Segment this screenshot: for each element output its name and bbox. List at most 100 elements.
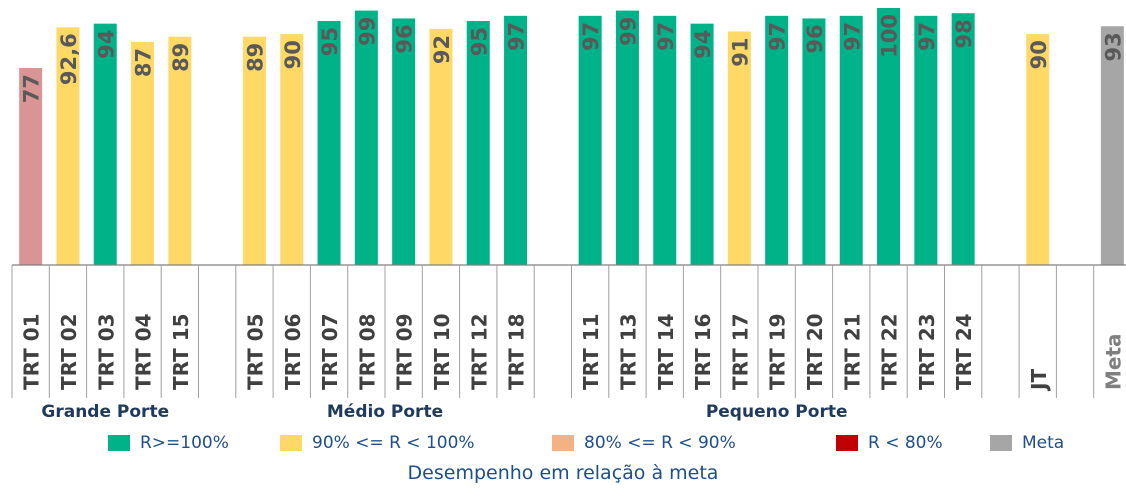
category-label-trt-04: TRT 04: [132, 313, 156, 390]
legend-label: Meta: [1022, 433, 1065, 453]
legend-item-meta: Meta: [990, 433, 1064, 453]
bar-trt-16: [690, 23, 714, 265]
bar-trt-02: [56, 27, 80, 265]
bar-trt-13: [615, 10, 639, 265]
value-label-trt-20: 96: [803, 24, 827, 53]
bar-trt-14: [653, 15, 677, 266]
legend: R>=100% 90% <= R < 100% 80% <= R < 90% R < …: [0, 433, 1126, 457]
value-label-trt-09: 96: [393, 24, 417, 53]
bar-trt-03: [93, 23, 117, 265]
value-label-trt-17: 91: [728, 37, 752, 66]
bar-trt-10: [429, 28, 453, 265]
category-label-trt-17: TRT 17: [728, 313, 752, 390]
bar-trt-23: [914, 15, 938, 266]
bar-trt-12: [466, 21, 490, 266]
value-label-trt-05: 89: [243, 43, 267, 72]
category-label-trt-01: TRT 01: [20, 313, 44, 390]
value-label-trt-19: 97: [766, 22, 790, 51]
bar-trt-15: [168, 36, 192, 266]
legend-label: R < 80%: [868, 433, 943, 453]
category-label-trt-10: TRT 10: [430, 313, 454, 390]
legend-item-r90: 80% <= R < 90%: [552, 433, 736, 453]
category-label-trt-21: TRT 21: [840, 313, 864, 390]
bars-layer: [19, 8, 1124, 266]
bar-trt-20: [802, 18, 826, 265]
value-labels-layer: 77 92,6 94 87 89 89 90 95 99 96 92 95 97 97 99 97 94 91 97…: [20, 14, 1126, 103]
category-label-trt-20: TRT 20: [803, 313, 827, 390]
legend-label: 80% <= R < 90%: [584, 433, 736, 453]
value-label-trt-21: 97: [840, 22, 864, 51]
bar-trt-09: [392, 18, 416, 265]
category-label-trt-23: TRT 23: [915, 313, 939, 390]
value-label-trt-03: 94: [94, 30, 118, 59]
legend-swatch: [552, 435, 574, 451]
value-label-trt-10: 92: [430, 35, 454, 64]
value-label-trt-16: 94: [691, 30, 715, 59]
legend-label: 90% <= R < 100%: [312, 433, 475, 453]
value-label-trt-18: 97: [505, 22, 529, 51]
category-label-trt-22: TRT 22: [878, 313, 902, 390]
value-label-trt-02: 92,6: [57, 33, 81, 85]
value-label-trt-23: 97: [915, 22, 939, 51]
group-label-pequeno-porte: Pequeno Porte: [705, 402, 848, 422]
category-labels-layer: TRT 01 TRT 02 TRT 03 TRT 04 TRT 15 TRT 05 TRT …: [20, 313, 1126, 392]
category-label-trt-12: TRT 12: [467, 313, 491, 390]
category-label-jt: JT: [1027, 369, 1051, 392]
category-label-trt-19: TRT 19: [766, 313, 790, 390]
category-label-trt-24: TRT 24: [952, 313, 976, 390]
value-label-trt-06: 90: [281, 40, 305, 69]
value-label-trt-13: 99: [616, 17, 640, 46]
value-label-trt-07: 95: [318, 27, 342, 56]
group-label-m-dio-porte: Médio Porte: [326, 402, 444, 422]
value-label-trt-14: 97: [654, 22, 678, 51]
value-label-jt: 90: [1027, 40, 1051, 69]
bar-trt-01: [19, 68, 43, 265]
category-label-trt-07: TRT 07: [318, 313, 342, 390]
value-label-trt-01: 77: [20, 74, 44, 103]
legend-swatch: [836, 435, 858, 451]
legend-swatch: [108, 435, 130, 451]
group-label-grande-porte: Grande Porte: [41, 402, 170, 422]
category-label-trt-13: TRT 13: [616, 313, 640, 390]
value-label-trt-12: 95: [467, 27, 491, 56]
bar-trt-18: [504, 15, 528, 266]
category-label-trt-09: TRT 09: [393, 313, 417, 390]
bar-trt-05: [242, 36, 266, 266]
bar-trt-11: [578, 15, 602, 266]
bar-jt: [1026, 34, 1050, 265]
category-label-trt-18: TRT 18: [505, 313, 529, 390]
bar-trt-07: [317, 21, 341, 266]
category-label-meta: Meta: [1101, 333, 1125, 390]
category-label-trt-15: TRT 15: [169, 313, 193, 390]
legend-swatch: [280, 435, 302, 451]
category-label-trt-08: TRT 08: [355, 313, 379, 390]
value-label-trt-22: 100: [878, 14, 902, 58]
bar-trt-19: [765, 15, 789, 266]
chart-subtitle: Desempenho em relação à meta: [407, 462, 719, 484]
value-label-trt-24: 98: [952, 19, 976, 48]
bar-trt-08: [354, 10, 378, 265]
legend-item-r80: R < 80%: [836, 433, 943, 453]
category-label-trt-02: TRT 02: [57, 313, 81, 390]
category-label-trt-06: TRT 06: [281, 313, 305, 390]
bar-chart: 77 92,6 94 87 89 89 90 95 99 96 92 95 97 97 99 97 94 91 97…: [11, 8, 1126, 398]
bar-trt-24: [951, 13, 975, 265]
bar-trt-21: [839, 15, 863, 266]
bar-trt-17: [727, 31, 751, 266]
category-label-trt-16: TRT 16: [691, 313, 715, 390]
value-label-meta: 93: [1101, 32, 1125, 61]
value-label-trt-11: 97: [579, 22, 603, 51]
category-axis: [11, 264, 1126, 398]
legend-label: R>=100%: [140, 433, 229, 453]
bar-meta: [1100, 26, 1124, 266]
bar-trt-22: [877, 8, 901, 265]
value-label-trt-15: 89: [169, 43, 193, 72]
value-label-trt-04: 87: [132, 48, 156, 77]
value-label-trt-08: 99: [355, 17, 379, 46]
category-label-trt-05: TRT 05: [243, 313, 267, 390]
bar-trt-06: [280, 34, 304, 265]
category-label-trt-03: TRT 03: [94, 313, 118, 390]
category-label-trt-14: TRT 14: [654, 313, 678, 390]
category-label-trt-11: TRT 11: [579, 313, 603, 390]
bar-trt-04: [131, 41, 155, 266]
